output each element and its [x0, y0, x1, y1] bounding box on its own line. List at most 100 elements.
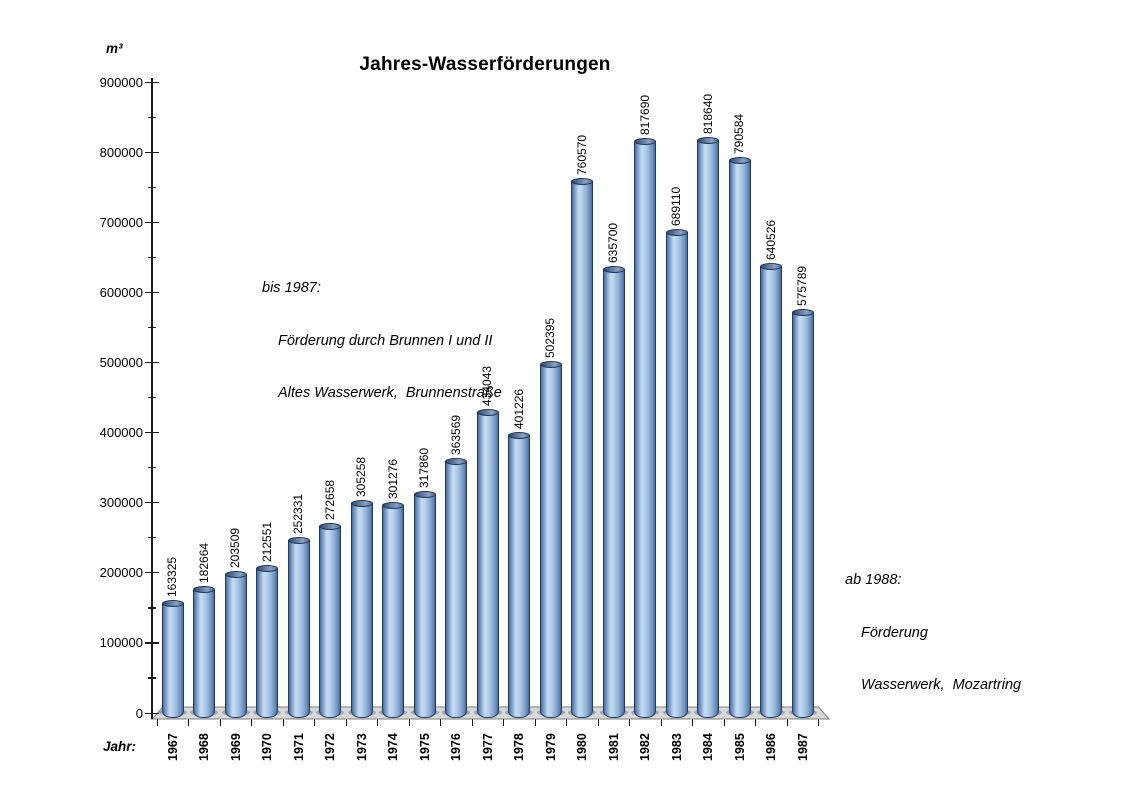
x-axis-category-label: 1974 [386, 733, 400, 761]
bar-1979 [539, 363, 562, 718]
x-axis-tick [629, 719, 631, 726]
x-axis-tick [566, 719, 568, 726]
bar-value-label: 817690 [637, 95, 652, 136]
bar-value-label: 363569 [448, 415, 463, 456]
annotation-bis-1987: bis 1987: Förderung durch Brunnen I und … [262, 245, 502, 438]
bar-value-label: 635700 [606, 223, 620, 264]
bar-1971 [287, 539, 310, 718]
y-axis-tick-label: 500000 [99, 354, 143, 370]
y-axis-minor-tick [148, 537, 156, 539]
x-axis-category-label: 1968 [197, 733, 211, 761]
bar-top-cap [665, 228, 688, 236]
x-axis-tick [723, 719, 725, 726]
y-axis-unit-label: m³ [106, 41, 123, 56]
bar-value-label: 790584 [732, 114, 746, 155]
x-axis-category-label: 1976 [449, 733, 463, 761]
y-axis-tick-label: 300000 [99, 495, 143, 511]
x-axis-category-label: 1973 [354, 733, 369, 761]
bar-1984 [697, 140, 719, 718]
bar-value-label: 502395 [543, 317, 557, 358]
x-axis-tick [440, 719, 442, 726]
bar-1978 [508, 434, 530, 718]
bar-1973 [350, 502, 373, 718]
x-axis-tick [314, 719, 316, 726]
bar-top-cap [728, 157, 751, 165]
x-axis-tick [534, 719, 536, 726]
y-axis-minor-tick [148, 116, 156, 118]
x-axis-category-label: 1987 [795, 733, 810, 761]
y-axis-tick [145, 572, 159, 574]
bar-value-label: 301276 [385, 459, 400, 500]
bar-top-cap [571, 178, 593, 186]
bar-value-label: 818640 [700, 94, 715, 135]
x-axis-tick [692, 719, 694, 726]
x-axis-tick [755, 719, 757, 726]
x-axis-category-label: 1970 [260, 733, 274, 761]
bar-top-cap [319, 522, 341, 530]
x-axis-category-label: 1978 [512, 733, 526, 761]
x-axis-tick [786, 719, 788, 726]
y-axis-tick [145, 81, 159, 83]
bar-1974 [382, 505, 404, 718]
annotation-line: Wasserwerk, Mozartring [861, 677, 1022, 693]
annotation-line: Förderung durch Brunnen I und II [278, 332, 493, 349]
bar-1985 [728, 160, 751, 718]
bar-1967 [161, 602, 184, 718]
y-axis-minor-tick [148, 607, 156, 609]
annotation-line: Förderung [861, 624, 928, 641]
bar-1976 [445, 461, 467, 718]
bar-1968 [193, 589, 215, 718]
y-axis-minor-tick [148, 467, 156, 469]
bar-top-cap [287, 536, 310, 544]
x-axis-category-label: 1977 [480, 733, 495, 761]
x-axis-category-label: 1981 [606, 733, 621, 761]
x-axis-tick [818, 719, 820, 726]
y-axis-minor-tick [148, 186, 156, 188]
y-axis-tick [145, 712, 159, 714]
x-axis-tick [188, 719, 190, 726]
x-axis-tick [377, 719, 379, 726]
bar-value-label: 640526 [763, 220, 778, 261]
y-axis-minor-tick [148, 256, 156, 258]
y-axis-tick-label: 400000 [99, 425, 143, 441]
bar-top-cap [760, 263, 782, 271]
bar-top-cap [224, 571, 247, 579]
y-axis-tick-label: 900000 [99, 74, 143, 90]
bar-value-label: 212551 [259, 521, 274, 563]
bar-1970 [256, 568, 278, 718]
x-axis-category-label: 1985 [732, 733, 747, 761]
y-axis-tick [145, 151, 159, 153]
x-axis-category-label: 1982 [638, 733, 652, 761]
bar-value-label: 203509 [228, 528, 242, 569]
bar-value-label: 575789 [795, 265, 809, 306]
bar-top-cap [193, 586, 215, 594]
x-axis-category-label: 1969 [228, 733, 243, 761]
bar-1983 [665, 231, 688, 718]
bar-value-label: 305258 [354, 456, 368, 497]
x-axis-category-label: 1984 [701, 733, 715, 761]
y-axis-tick [145, 642, 159, 644]
bar-top-cap [382, 502, 404, 510]
bar-1981 [602, 269, 625, 718]
y-axis-tick [145, 291, 159, 294]
y-axis-tick [145, 432, 159, 434]
y-axis-tick [145, 361, 159, 364]
y-axis-tick-label: 800000 [99, 144, 143, 160]
bar-top-cap [634, 138, 656, 146]
bar-1975 [413, 493, 436, 718]
x-axis-category-label: 1986 [764, 733, 778, 761]
x-axis-category-label: 1979 [543, 733, 558, 761]
bar-value-label: 272658 [322, 479, 337, 520]
x-axis-category-label: 1971 [291, 733, 306, 761]
y-axis-tick [145, 502, 159, 504]
bar-value-label: 252331 [291, 493, 305, 534]
bar-top-cap [539, 360, 562, 368]
x-axis-tick [156, 719, 158, 726]
annotation-line: bis 1987: [262, 280, 321, 296]
x-axis-tick [597, 719, 599, 726]
x-axis-title: Jahr: [103, 739, 137, 754]
bar-value-label: 182664 [196, 543, 211, 584]
bar-top-cap [413, 490, 436, 498]
